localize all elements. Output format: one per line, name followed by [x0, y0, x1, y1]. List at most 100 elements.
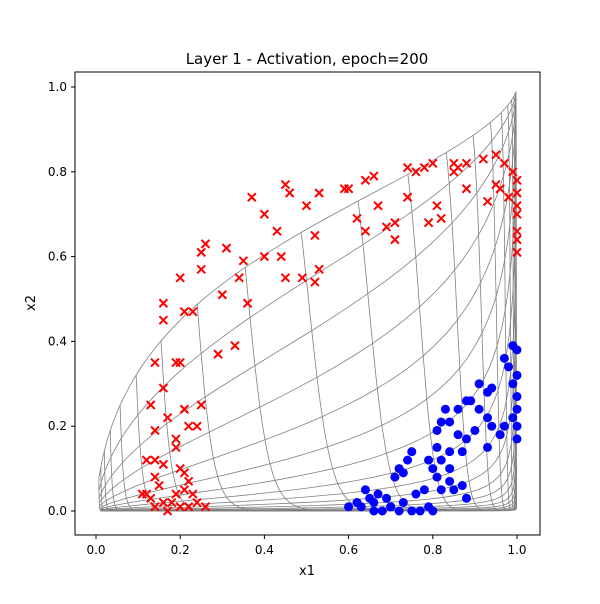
mesh-line	[99, 116, 517, 507]
mesh-line	[98, 478, 104, 512]
x-axis-label: x1	[299, 564, 315, 579]
y-tick-label: 1.0	[48, 80, 67, 94]
red-x-point	[141, 455, 152, 465]
red-x-point	[167, 497, 177, 508]
red-x-point	[188, 489, 198, 499]
blue-dot-point	[453, 404, 463, 414]
mesh-line	[104, 450, 118, 512]
red-x-point	[188, 307, 198, 317]
blue-dot-point	[424, 455, 434, 465]
red-x-point	[310, 277, 320, 287]
blue-dot-point	[407, 447, 417, 457]
red-x-point	[179, 485, 190, 495]
red-x-point	[171, 434, 181, 444]
red-x-point	[402, 162, 413, 173]
red-x-point	[276, 251, 286, 262]
red-x-point	[179, 307, 190, 317]
blue-dot-point	[474, 404, 484, 414]
red-x-point	[478, 154, 489, 164]
red-x-point	[499, 158, 510, 169]
mesh-line	[100, 466, 109, 512]
blue-dot-point	[381, 493, 391, 503]
blue-dot-point	[390, 472, 400, 482]
red-x-point	[150, 455, 160, 465]
activation-mesh	[98, 91, 517, 512]
blue-dot-point	[483, 442, 493, 452]
blue-dot-point	[432, 472, 442, 482]
red-x-point	[503, 192, 514, 202]
mesh-line	[515, 91, 517, 509]
red-x-point	[449, 158, 459, 169]
red-x-point	[196, 247, 206, 258]
blue-dot-point	[512, 404, 522, 414]
blue-dot-point	[403, 455, 413, 465]
blue-dot-point	[499, 421, 509, 431]
red-x-point	[310, 230, 320, 241]
red-x-point	[390, 217, 400, 228]
red-x-point	[200, 502, 211, 512]
red-x-point	[423, 217, 434, 228]
mesh-line	[445, 152, 488, 512]
red-x-point	[495, 184, 505, 194]
red-x-point	[449, 167, 459, 177]
blue-dot-point	[398, 468, 408, 478]
axis-ticks: 0.0 0.2 0.4 0.6 0.8 1.0 0.0 0.2 0.4 0.6 0.8 1.0	[48, 80, 527, 557]
y-tick-label: 0.4	[48, 334, 67, 348]
red-x-point	[360, 175, 371, 185]
red-x-point	[284, 188, 295, 198]
blue-dot-point	[415, 506, 425, 516]
red-x-point	[137, 489, 148, 499]
blue-dot-point	[512, 421, 522, 431]
blue-dot-point	[474, 379, 484, 389]
axes-frame	[74, 71, 541, 536]
red-x-point	[158, 459, 169, 470]
x-tick-label: 0.4	[255, 543, 274, 557]
blue-dot-point	[394, 506, 404, 516]
blue-dot-point	[356, 502, 366, 512]
y-tick-label: 0.2	[48, 419, 67, 433]
blue-dot-point	[499, 353, 509, 363]
blue-dot-point	[407, 506, 417, 516]
red-x-point	[259, 209, 270, 219]
red-x-point	[158, 315, 169, 325]
red-x-point	[183, 502, 194, 512]
red-x-point	[512, 188, 522, 198]
red-x-point	[491, 150, 501, 160]
blue-dot-point	[504, 362, 514, 372]
blue-dot-point	[365, 493, 375, 503]
x-tick-label: 0.6	[339, 543, 358, 557]
red-x-point	[508, 167, 518, 177]
blue-dot-point	[411, 489, 421, 499]
blue-dot-point	[398, 498, 408, 508]
red-x-point	[171, 489, 181, 499]
blue-dot-point	[495, 430, 505, 440]
red-x-point	[171, 442, 181, 453]
mesh-line	[100, 275, 517, 511]
red-x-point	[301, 201, 312, 211]
blue-dot-point	[508, 341, 518, 351]
mesh-line	[196, 304, 291, 512]
red-x-point	[259, 251, 270, 262]
blue-dot-point	[360, 485, 370, 495]
mesh-line	[109, 430, 133, 512]
y-tick-label: 0.6	[48, 250, 67, 264]
red-x-point	[158, 383, 169, 393]
red-x-point	[461, 184, 472, 194]
red-x-point	[512, 201, 522, 211]
y-axis-label: x2	[24, 295, 39, 311]
red-x-point	[192, 421, 202, 431]
red-x-point	[432, 201, 442, 211]
blue-dot-point	[487, 421, 497, 431]
chart-title: Layer 1 - Activation, epoch=200	[186, 50, 429, 68]
red-x-point	[297, 273, 307, 283]
blue-dot-point	[432, 442, 442, 452]
red-x-point	[150, 472, 160, 482]
red-x-point	[272, 226, 282, 236]
red-x-point	[162, 506, 173, 516]
blue-dot-point	[457, 447, 467, 457]
mesh-line	[490, 122, 508, 511]
red-x-point	[339, 184, 350, 194]
mesh-line	[98, 98, 517, 499]
blue-dot-point	[369, 506, 379, 516]
